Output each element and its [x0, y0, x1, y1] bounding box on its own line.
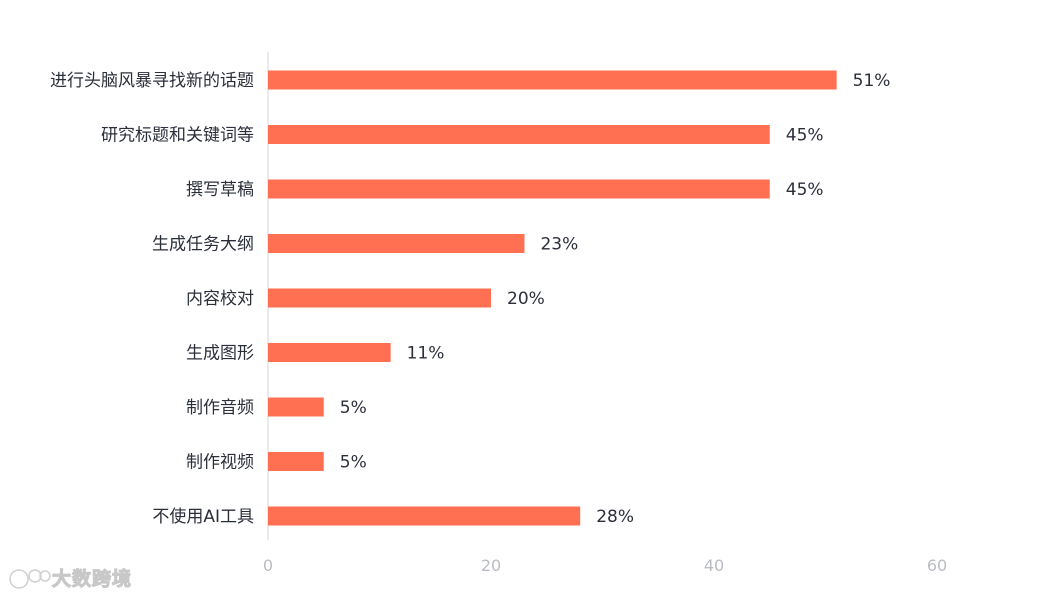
category-label: 撰写草稿 — [186, 180, 254, 200]
data-label: 23% — [540, 235, 578, 255]
category-label: 不使用AI工具 — [152, 506, 254, 527]
watermark-text: 大数跨境 — [51, 568, 133, 591]
data-label: 45% — [786, 180, 824, 200]
bar — [268, 397, 324, 417]
data-label: 5% — [340, 453, 367, 473]
data-label: 28% — [596, 507, 634, 527]
bar — [268, 125, 770, 144]
category-label: 生成图形 — [186, 344, 254, 364]
bar — [268, 179, 770, 199]
watermark-logo-icon — [8, 566, 52, 596]
data-label: 51% — [853, 71, 891, 91]
data-label: 11% — [407, 344, 445, 364]
category-label: 内容校对 — [186, 289, 254, 309]
bar — [268, 288, 491, 308]
x-tick-label: 20 — [481, 556, 501, 575]
bar — [268, 234, 525, 253]
bars-layer: 进行头脑风暴寻找新的话题 51% 研究标题和关键词等 45% 撰写草稿 45% 生成任务大纲… — [50, 52, 947, 575]
x-tick-label: 0 — [263, 556, 273, 575]
category-label: 研究标题和关键词等 — [101, 126, 254, 146]
category-label: 制作视频 — [186, 453, 254, 473]
bar — [268, 343, 391, 362]
bar — [268, 452, 324, 471]
category-label: 制作音频 — [186, 398, 254, 418]
data-label: 20% — [507, 289, 545, 309]
x-tick-label: 40 — [704, 556, 724, 575]
category-label: 生成任务大纲 — [152, 235, 254, 255]
data-label: 5% — [340, 398, 367, 418]
bar — [268, 70, 837, 90]
x-tick-label: 60 — [927, 556, 947, 575]
bar — [268, 506, 581, 526]
category-label: 进行头脑风暴寻找新的话题 — [50, 71, 254, 91]
data-label: 45% — [786, 126, 824, 146]
